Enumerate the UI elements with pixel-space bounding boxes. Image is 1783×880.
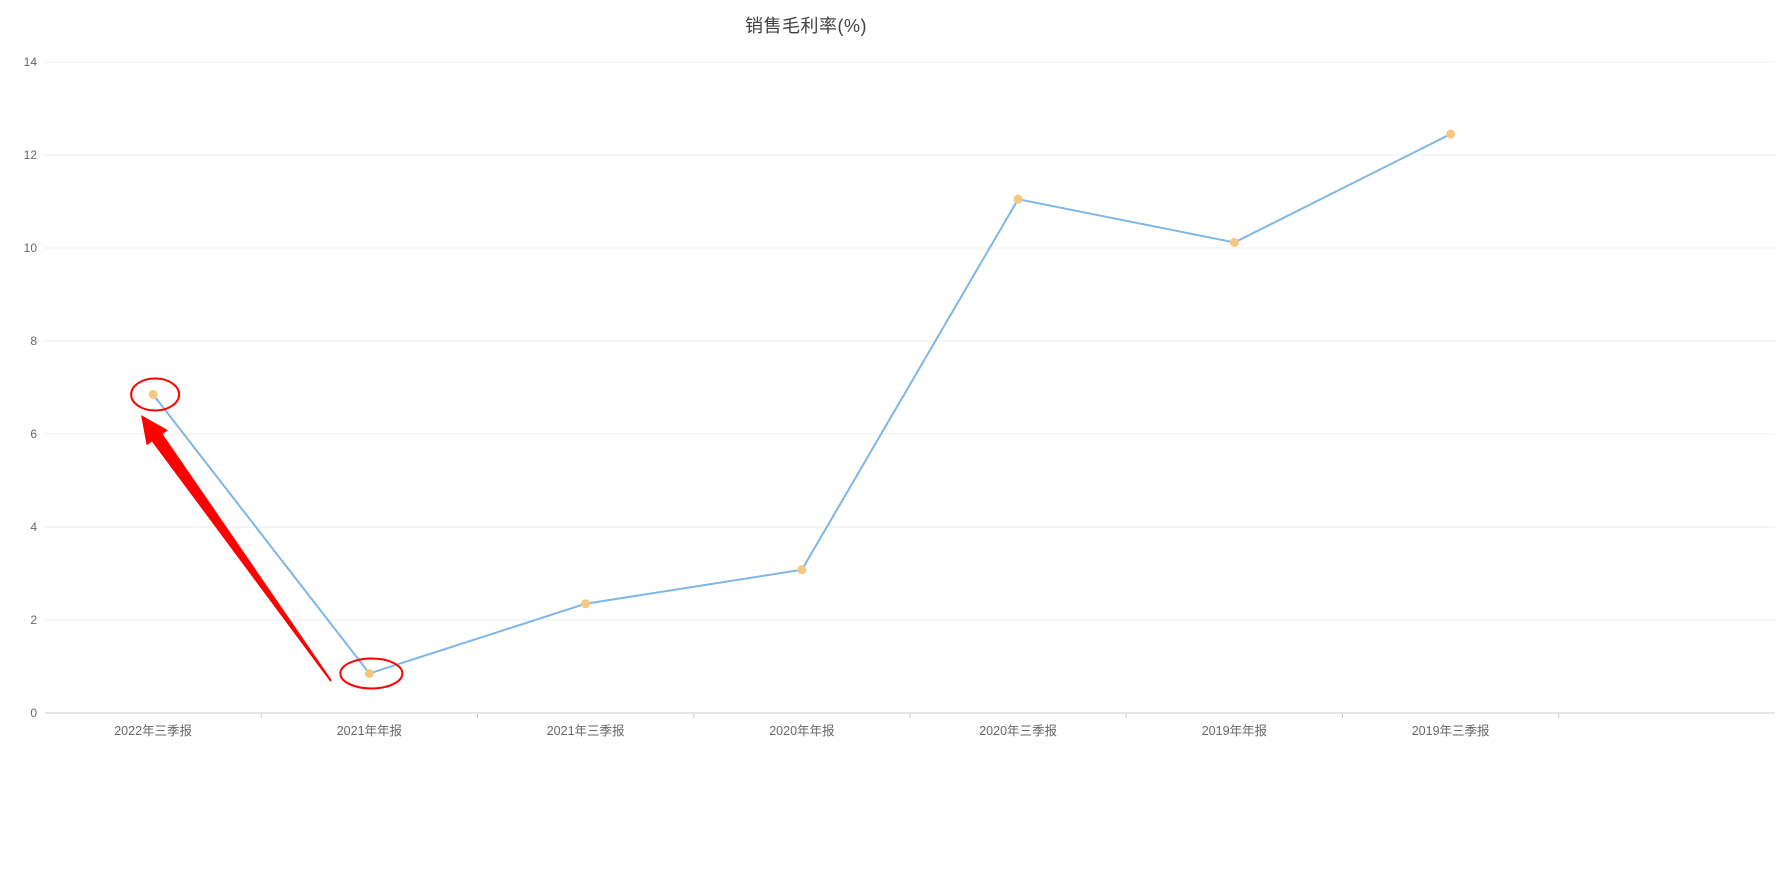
chart-title: 销售毛利率(%) [745, 16, 867, 36]
data-point-marker[interactable] [1013, 194, 1023, 204]
data-point-marker[interactable] [364, 668, 374, 678]
data-point-marker[interactable] [1446, 129, 1456, 139]
data-point-marker[interactable] [797, 565, 807, 575]
annotation-ellipse [130, 377, 181, 412]
x-category-label: 2020年年报 [769, 723, 835, 738]
y-tick-label: 12 [24, 148, 38, 162]
y-tick-label: 14 [24, 55, 38, 69]
y-tick-label: 0 [30, 706, 37, 720]
data-point-marker[interactable] [148, 389, 158, 399]
y-tick-label: 2 [30, 613, 37, 627]
x-category-label: 2021年年报 [337, 723, 403, 738]
x-category-label: 2022年三季报 [114, 723, 192, 738]
x-category-label: 2021年三季报 [547, 723, 625, 738]
x-category-label: 2020年三季报 [979, 723, 1057, 738]
y-tick-label: 4 [30, 520, 37, 534]
annotation-ellipse [339, 657, 404, 690]
x-category-label: 2019年三季报 [1412, 723, 1490, 738]
y-tick-label: 10 [24, 241, 38, 255]
annotation-arrow [141, 415, 332, 682]
y-tick-label: 8 [30, 334, 37, 348]
y-tick-label: 6 [30, 427, 37, 441]
data-point-marker[interactable] [581, 599, 591, 609]
series-line [152, 133, 1452, 675]
data-point-marker[interactable] [1229, 237, 1239, 247]
x-category-label: 2019年年报 [1202, 723, 1268, 738]
